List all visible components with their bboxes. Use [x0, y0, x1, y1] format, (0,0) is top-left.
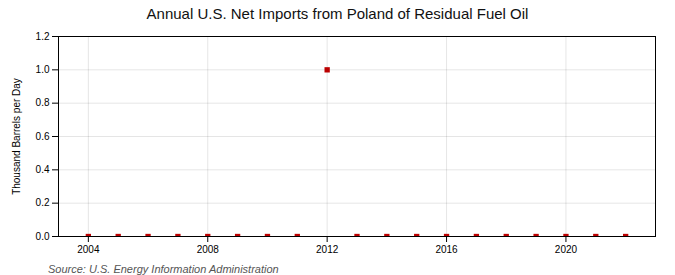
html-text:Annual U.S. Net Imports from P: Annual U.S. Net Imports from Poland of R…	[146, 5, 529, 22]
svg-text:0.0: 0.0	[36, 231, 50, 242]
svg-text:1.0: 1.0	[36, 64, 50, 75]
svg-text:2012: 2012	[316, 244, 339, 255]
svg-text:2004: 2004	[77, 244, 100, 255]
svg-text:0.4: 0.4	[36, 164, 50, 175]
svg-text:0.6: 0.6	[36, 131, 50, 142]
svg-text:1.2: 1.2	[36, 31, 50, 42]
html-text:Source: U.S. Energy Informatio: Source: U.S. Energy Information Administ…	[48, 263, 279, 275]
svg-text:0.2: 0.2	[36, 197, 50, 208]
svg-text:2016: 2016	[435, 244, 458, 255]
svg-text:2020: 2020	[555, 244, 578, 255]
svg-text:Thousand Barrels per Day: Thousand Barrels per Day	[11, 78, 22, 195]
svg-text:2008: 2008	[197, 244, 220, 255]
svg-text:0.8: 0.8	[36, 97, 50, 108]
